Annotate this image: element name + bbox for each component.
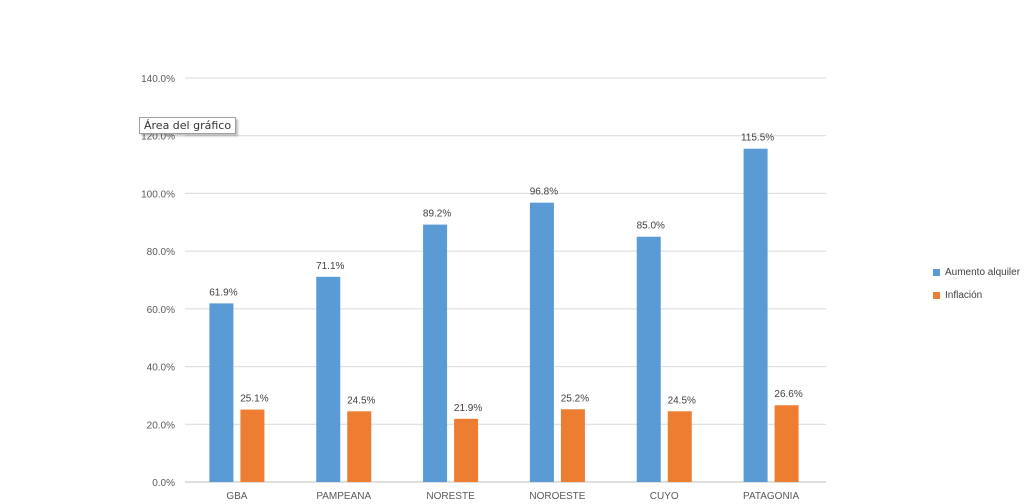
data-label: 61.9% xyxy=(209,287,237,298)
x-tick-label: PAMPEANA xyxy=(316,491,371,502)
legend-item-inflacion[interactable]: Inflación xyxy=(933,289,1020,301)
y-tick-label: 40.0% xyxy=(147,363,175,374)
bar-inflacion[interactable] xyxy=(774,405,799,482)
gridlines xyxy=(185,77,826,483)
y-tick-label: 100.0% xyxy=(141,189,175,200)
bar-aumento-alquiler[interactable] xyxy=(636,236,661,482)
bar-inflacion[interactable] xyxy=(560,409,585,482)
data-label: 96.8% xyxy=(530,187,558,198)
bar-aumento-alquiler[interactable] xyxy=(316,276,341,482)
data-label: 25.1% xyxy=(240,394,268,405)
legend-label-inflacion: Inflación xyxy=(945,289,983,301)
x-tick-label: NOROESTE xyxy=(529,491,585,502)
data-label: 24.5% xyxy=(668,395,696,406)
bar-aumento-alquiler[interactable] xyxy=(423,224,448,482)
bar-aumento-alquiler[interactable] xyxy=(209,303,234,482)
x-tick-label: GBA xyxy=(226,491,247,502)
y-tick-label: 140.0% xyxy=(141,74,175,85)
y-tick-label: 60.0% xyxy=(147,305,175,316)
bar-inflacion[interactable] xyxy=(240,409,265,482)
bar-aumento-alquiler[interactable] xyxy=(743,148,768,482)
data-label: 24.5% xyxy=(347,395,375,406)
bar-inflacion[interactable] xyxy=(347,411,372,482)
legend-swatch-aumento-alquiler xyxy=(933,268,940,276)
x-tick-label: NORESTE xyxy=(426,491,475,502)
x-axis-ticks: GBA PAMPEANA NORESTE NOROESTE CUYO PATAGONIA xyxy=(226,491,799,502)
data-label: 71.1% xyxy=(316,261,344,272)
data-label: 21.9% xyxy=(454,403,482,414)
legend-item-aumento-alquiler[interactable]: Aumento alquiler xyxy=(933,266,1020,278)
bars xyxy=(209,148,799,483)
x-tick-label: CUYO xyxy=(650,491,679,502)
y-axis-ticks: 0.0% 20.0% 40.0% 60.0% 80.0% 100.0% 120.0% 140.… xyxy=(141,74,175,489)
data-labels: 61.9% 25.1% 71.1% 24.5% 89.2% 21.9% 96.8% 25.2%… xyxy=(209,133,803,414)
data-label: 85.0% xyxy=(637,221,665,232)
data-label: 89.2% xyxy=(423,209,451,220)
bar-inflacion[interactable] xyxy=(454,418,479,482)
data-label: 26.6% xyxy=(774,389,802,400)
bar-aumento-alquiler[interactable] xyxy=(529,202,554,483)
x-tick-label: PATAGONIA xyxy=(743,491,799,502)
y-tick-label: 20.0% xyxy=(147,420,175,431)
chart-area-tooltip: Área del gráfico xyxy=(139,117,237,134)
y-tick-label: 80.0% xyxy=(147,247,175,258)
legend: Aumento alquiler Inflación xyxy=(933,266,1020,312)
y-tick-label: 0.0% xyxy=(152,478,175,489)
legend-swatch-inflacion xyxy=(933,291,940,299)
legend-label-aumento-alquiler: Aumento alquiler xyxy=(945,266,1021,278)
bar-inflacion[interactable] xyxy=(667,411,692,482)
data-label: 25.2% xyxy=(561,393,589,404)
y-tick-label: 120.0% xyxy=(141,132,175,143)
data-label: 115.5% xyxy=(741,133,774,144)
